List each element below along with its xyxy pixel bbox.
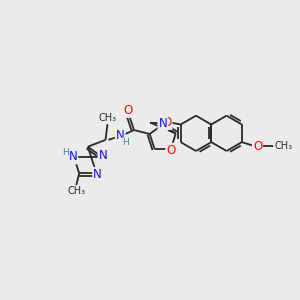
- Text: CH₃: CH₃: [98, 113, 116, 123]
- Text: N: N: [158, 117, 167, 130]
- Text: H: H: [61, 148, 68, 157]
- Text: N: N: [68, 150, 77, 164]
- Text: O: O: [162, 116, 172, 129]
- Text: N: N: [93, 168, 102, 181]
- Text: N: N: [116, 129, 124, 142]
- Text: CH₃: CH₃: [67, 186, 85, 196]
- Text: O: O: [124, 104, 133, 117]
- Text: O: O: [253, 140, 262, 153]
- Text: N: N: [98, 149, 107, 162]
- Text: O: O: [166, 144, 176, 157]
- Text: CH₃: CH₃: [274, 141, 292, 151]
- Text: H: H: [122, 138, 128, 147]
